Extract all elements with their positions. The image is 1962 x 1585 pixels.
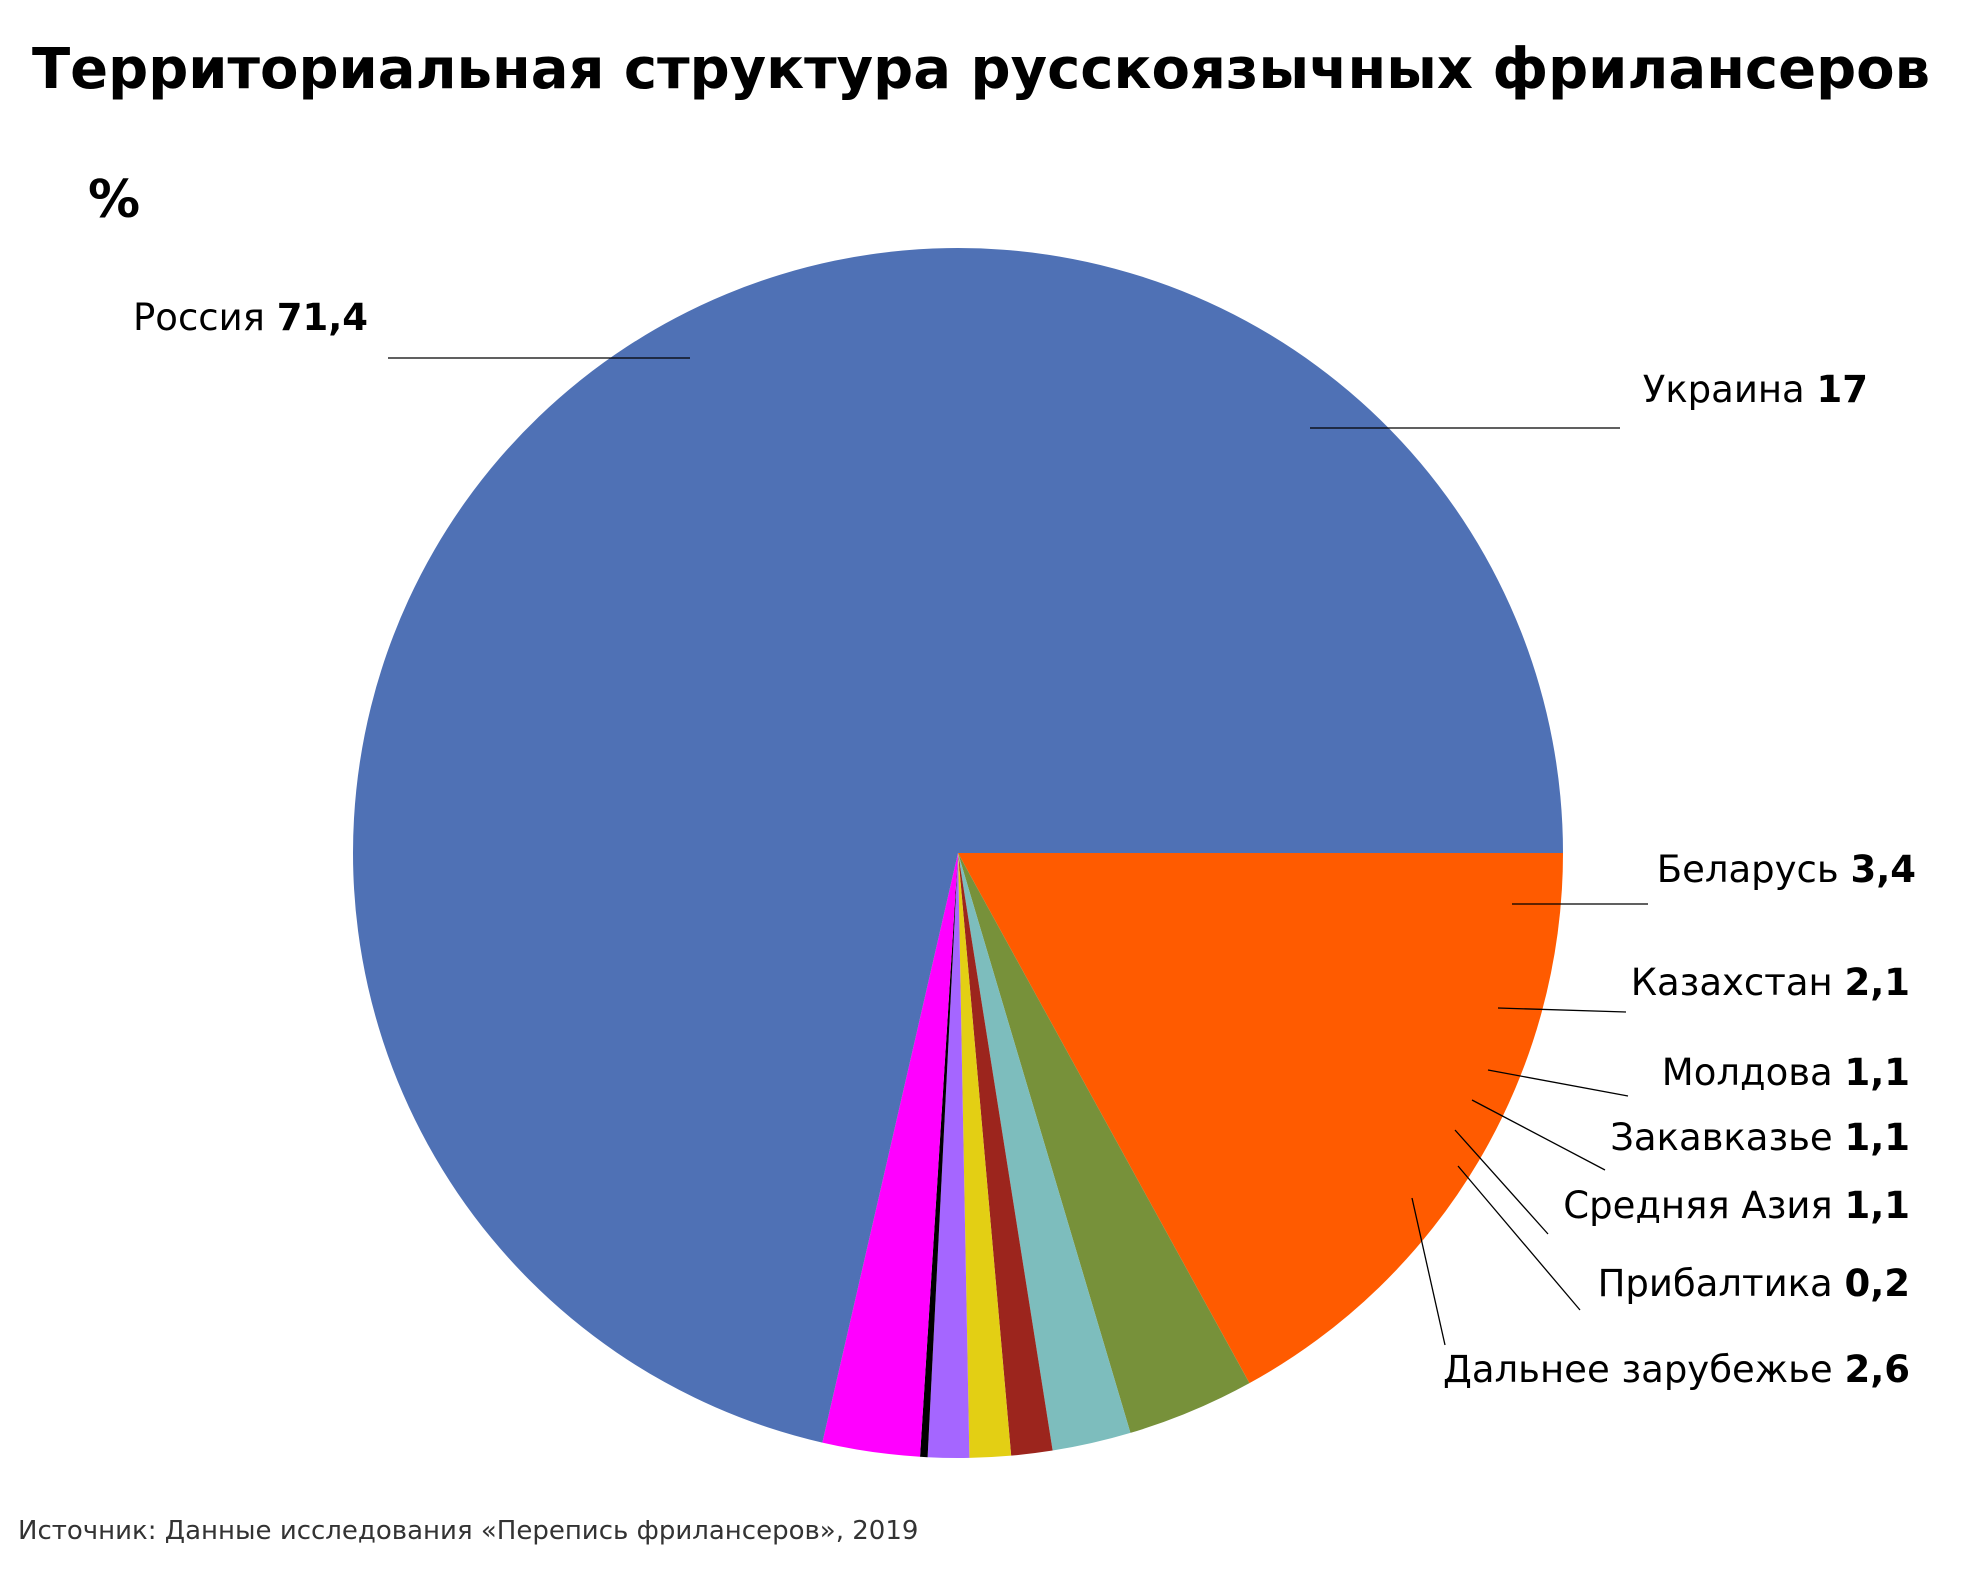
pie-slice-1 [958, 853, 1563, 1384]
slice-label-name: Украина [1643, 368, 1817, 411]
leader-line-7 [1457, 1165, 1581, 1311]
pie-slices [353, 248, 1563, 1458]
pie-slice-6 [927, 853, 970, 1458]
slice-label-value: 17 [1817, 368, 1869, 411]
unit-label: % [88, 170, 141, 230]
slice-label-name: Закавказье [1610, 1116, 1844, 1159]
slice-label-5: Закавказье 1,1 [1610, 1116, 1910, 1159]
pie-slice-5 [958, 853, 1012, 1458]
leader-line-5 [1471, 1099, 1606, 1171]
slice-label-6: Средняя Азия 1,1 [1563, 1184, 1910, 1227]
pie-slice-8 [822, 853, 958, 1457]
slice-label-2: Беларусь 3,4 [1657, 848, 1916, 891]
slice-label-7: Прибалтика 0,2 [1598, 1262, 1910, 1305]
slice-label-value: 1,1 [1844, 1184, 1910, 1227]
slice-label-value: 2,1 [1844, 961, 1910, 1004]
slice-label-3: Казахстан 2,1 [1631, 961, 1910, 1004]
leader-lines [388, 357, 1648, 1346]
slice-label-value: 1,1 [1844, 1051, 1910, 1094]
slice-label-8: Дальнее зарубежье 2,6 [1443, 1348, 1910, 1391]
pie-slice-7 [920, 853, 958, 1458]
source-note: Источник: Данные исследования «Перепись … [18, 1516, 919, 1546]
slice-label-name: Россия [133, 296, 277, 339]
slice-label-value: 1,1 [1844, 1116, 1910, 1159]
slice-label-name: Дальнее зарубежье [1443, 1348, 1845, 1391]
leader-line-8 [1411, 1197, 1446, 1346]
slice-label-name: Беларусь [1657, 848, 1851, 891]
slice-label-4: Молдова 1,1 [1662, 1051, 1910, 1094]
pie-slice-2 [958, 853, 1250, 1433]
leader-line-4 [1487, 1069, 1629, 1097]
slice-label-1: Украина 17 [1643, 368, 1868, 411]
slice-label-name: Прибалтика [1598, 1262, 1845, 1305]
pie-slice-9 [353, 248, 1563, 1443]
slice-label-value: 0,2 [1844, 1262, 1910, 1305]
pie-slice-4 [958, 853, 1053, 1456]
slice-label-value: 3,4 [1850, 848, 1916, 891]
pie-slice-3 [958, 853, 1131, 1451]
leader-line-6 [1454, 1129, 1549, 1235]
slice-label-value: 2,6 [1844, 1348, 1910, 1391]
slice-label-9: Россия 71,4 [133, 296, 368, 339]
slice-label-name: Средняя Азия [1563, 1184, 1844, 1227]
slice-label-name: Казахстан [1631, 961, 1845, 1004]
leader-line-3 [1497, 1007, 1627, 1013]
slice-label-name: Молдова [1662, 1051, 1845, 1094]
chart-title: Территориальная структура русскоязычных … [31, 37, 1931, 102]
slice-labels: Украина 17 Беларусь 3,4 Казахстан 2,1 Молдо… [133, 296, 1916, 1391]
slice-label-value: 71,4 [277, 296, 368, 339]
